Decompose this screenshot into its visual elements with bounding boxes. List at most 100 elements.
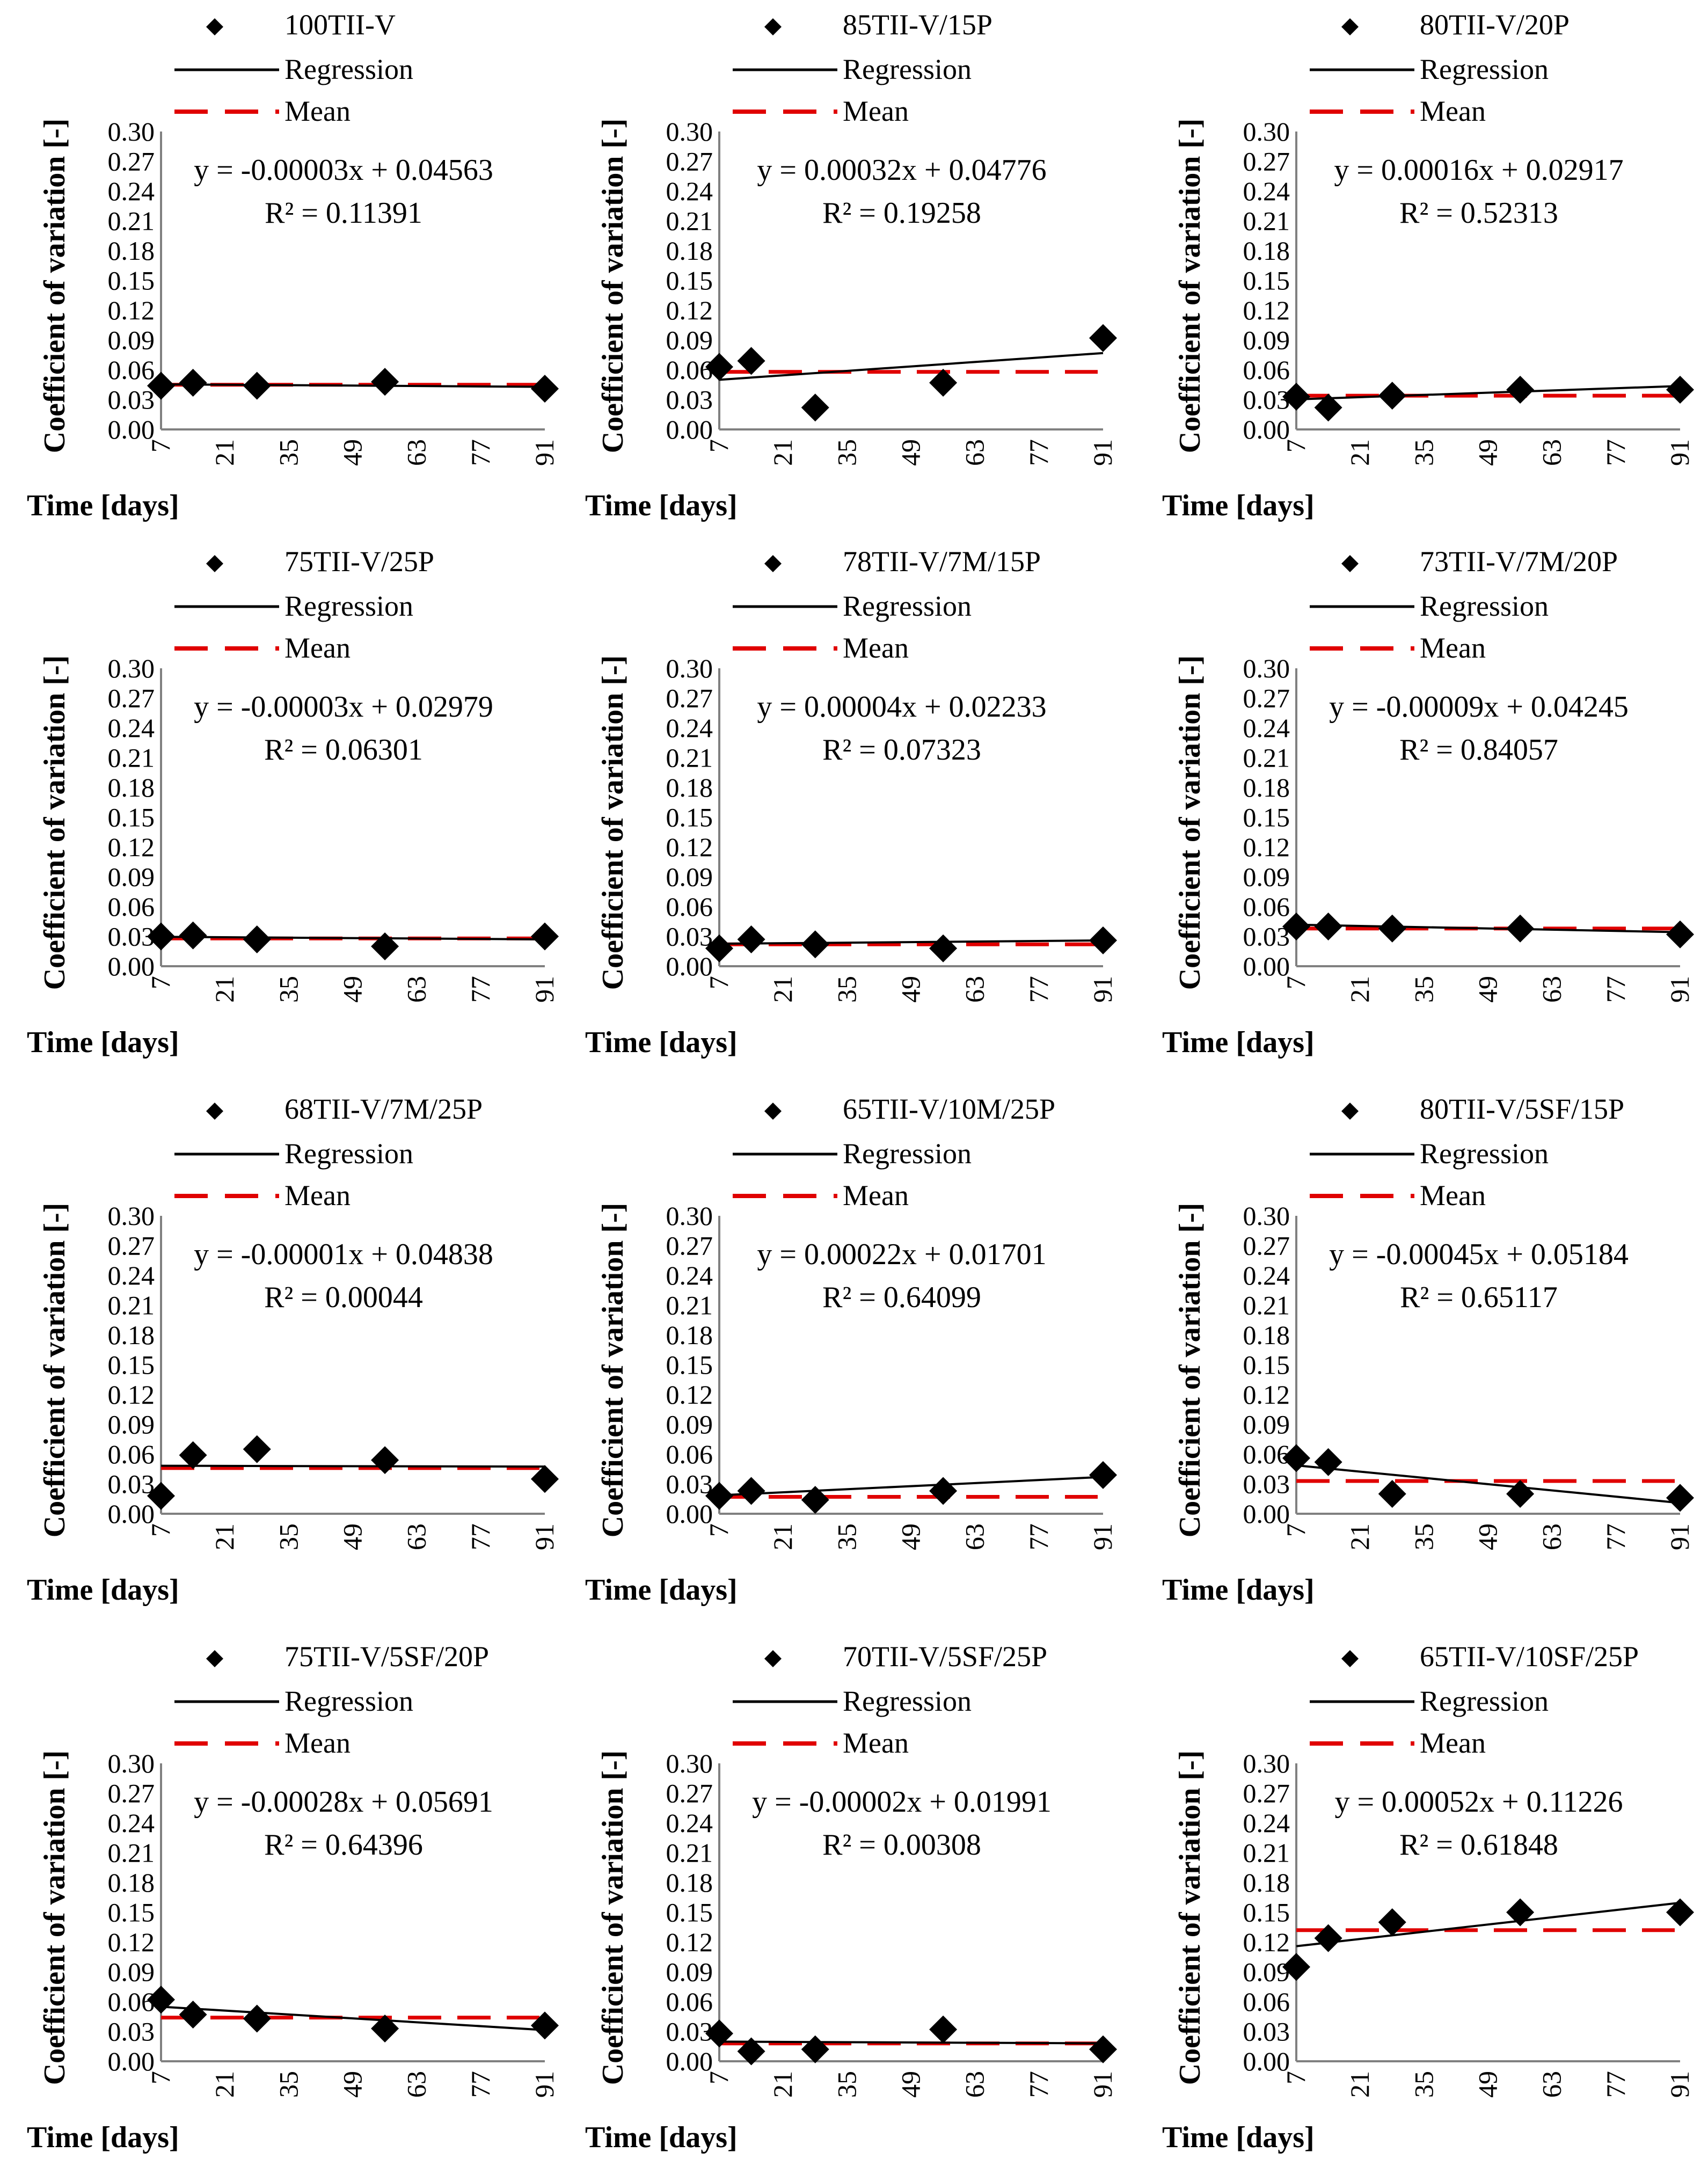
x-tick-label: 49 <box>338 2071 368 2098</box>
data-point <box>1666 1484 1694 1512</box>
x-tick-label: 7 <box>145 976 176 989</box>
data-point <box>737 1477 765 1505</box>
x-tick-label: 77 <box>1601 439 1631 466</box>
x-tick-label: 21 <box>1345 976 1375 1003</box>
y-tick-label: 0.15 <box>666 266 713 296</box>
y-tick-label: 0.12 <box>1243 295 1290 325</box>
data-point <box>147 922 175 951</box>
y-tick-label: 0.12 <box>108 1380 155 1410</box>
x-tick-label: 35 <box>831 976 862 1003</box>
data-point <box>1314 1924 1342 1952</box>
regression-equation: y = 0.00016x + 0.02917 <box>1334 154 1623 187</box>
data-point <box>179 2001 207 2029</box>
chart-svg: 75TII-V/5SF/20PRegressionMean0.000.030.0… <box>27 1640 559 2154</box>
legend-mean-label: Mean <box>843 632 909 664</box>
x-axis-title: Time [days] <box>1162 1026 1315 1059</box>
chart-panel: 80TII-V/20P Regression Mean 0.00 0.03 0.06 0.0… <box>1135 0 1695 537</box>
x-tick-label: 63 <box>960 2071 990 2098</box>
y-tick-label: 0.24 <box>666 1808 713 1838</box>
y-tick-label: 0.15 <box>108 1898 155 1928</box>
x-axis-title: Time [days] <box>1162 1573 1315 1607</box>
y-tick-label: 0.06 <box>1243 1987 1290 2017</box>
x-tick-label: 21 <box>1345 439 1375 466</box>
data-point <box>801 930 829 959</box>
x-tick-label: 35 <box>831 2071 862 2098</box>
y-tick-label: 0.03 <box>1243 1469 1290 1499</box>
x-tick-label: 35 <box>273 2071 303 2098</box>
y-tick-label: 0.30 <box>1243 1748 1290 1778</box>
y-tick-label: 0.03 <box>108 922 155 952</box>
y-tick-label: 0.24 <box>666 713 713 743</box>
data-point <box>705 934 733 962</box>
x-tick-label: 7 <box>145 1523 176 1537</box>
x-axis-title: Time [days] <box>585 1026 738 1059</box>
r-squared-label: R² = 0.07323 <box>822 733 981 767</box>
legend-marker <box>764 1650 782 1667</box>
y-tick-label: 0.15 <box>1243 266 1290 296</box>
r-squared-label: R² = 0.06301 <box>264 733 423 767</box>
data-point <box>531 375 559 403</box>
x-tick-label: 21 <box>209 2071 239 2098</box>
legend-series-label: 75TII-V/25P <box>284 545 434 578</box>
y-tick-label: 0.09 <box>1243 1957 1290 1987</box>
y-tick-label: 0.06 <box>666 355 713 385</box>
legend-mean-label: Mean <box>284 1179 351 1212</box>
y-tick-label: 0.00 <box>666 951 713 981</box>
data-point <box>179 1441 207 1469</box>
chart-panel: 70TII-V/5SF/25P Regression Mean 0.00 0.03 0.0… <box>558 1632 1118 2169</box>
y-axis-title: Coefficient of variation [-] <box>38 1203 71 1538</box>
y-tick-label: 0.18 <box>108 236 155 266</box>
legend-series-label: 75TII-V/5SF/20P <box>284 1640 489 1673</box>
x-tick-label: 77 <box>1601 2071 1631 2098</box>
legend-series-label: 78TII-V/7M/15P <box>843 545 1041 578</box>
x-tick-label: 63 <box>1537 2071 1567 2098</box>
legend-regression-label: Regression <box>843 590 972 622</box>
data-point <box>1089 1461 1117 1489</box>
y-axis-title: Coefficient of variation [-] <box>1173 655 1207 990</box>
x-tick-label: 49 <box>338 1523 368 1550</box>
y-tick-label: 0.06 <box>108 892 155 922</box>
legend-mean-label: Mean <box>284 1727 351 1759</box>
chart-panel: 68TII-V/7M/25P Regression Mean 0.00 0.03 0.06… <box>0 1084 559 1621</box>
y-tick-label: 0.09 <box>108 1410 155 1440</box>
regression-equation: y = 0.00032x + 0.04776 <box>757 154 1046 187</box>
y-tick-label: 0.30 <box>666 1748 713 1778</box>
y-tick-label: 0.15 <box>1243 1898 1290 1928</box>
r-squared-label: R² = 0.00308 <box>822 1828 981 1862</box>
y-tick-label: 0.09 <box>108 1957 155 1987</box>
legend-mean-label: Mean <box>284 95 351 127</box>
legend-mean-label: Mean <box>1420 1179 1486 1212</box>
y-tick-label: 0.30 <box>1243 653 1290 683</box>
x-tick-label: 77 <box>465 1523 495 1550</box>
y-tick-label: 0.12 <box>108 295 155 325</box>
x-tick-label: 7 <box>704 976 734 989</box>
chart-svg: 75TII-V/25P Regression Mean 0.000.030.060.0… <box>27 545 559 1059</box>
data-point <box>531 922 559 951</box>
chart-panel: 65TII-V/10M/25P Regression Mean 0.00 0.03 0.0… <box>558 1084 1118 1621</box>
data-point <box>1089 926 1117 954</box>
y-tick-label: 0.06 <box>1243 892 1290 922</box>
data-point <box>1314 1448 1342 1476</box>
y-tick-label: 0.06 <box>1243 1439 1290 1469</box>
legend-regression-label: Regression <box>1420 590 1549 622</box>
y-tick-label: 0.27 <box>1243 147 1290 177</box>
chart-svg: 73TII-V/7M/20P Regression Mean 0.000.030.06… <box>1162 545 1695 1059</box>
regression-equation: y = 0.00022x + 0.01701 <box>757 1238 1046 1271</box>
regression-line <box>160 383 545 388</box>
chart-panel: 100TII-V Regression Mean 0.00 0.03 0.06 0.09 0.… <box>0 0 559 537</box>
y-tick-label: 0.12 <box>666 1380 713 1410</box>
regression-line <box>719 2040 1104 2045</box>
chart-panel: 78TII-V/7M/15P Regression Mean 0.00 0.03 0.06… <box>558 537 1118 1074</box>
y-tick-label: 0.24 <box>1243 713 1290 743</box>
r-squared-label: R² = 0.61848 <box>1399 1828 1558 1862</box>
x-tick-label: 91 <box>1087 976 1118 1003</box>
data-point <box>929 369 958 397</box>
y-tick-label: 0.00 <box>666 2046 713 2076</box>
x-tick-label: 91 <box>529 439 559 466</box>
y-tick-label: 0.27 <box>1243 1778 1290 1808</box>
y-tick-label: 0.30 <box>666 1201 713 1231</box>
y-tick-label: 0.21 <box>108 206 155 236</box>
x-tick-label: 49 <box>1473 1523 1503 1550</box>
y-tick-label: 0.00 <box>108 414 155 444</box>
legend-mean-label: Mean <box>284 632 351 664</box>
